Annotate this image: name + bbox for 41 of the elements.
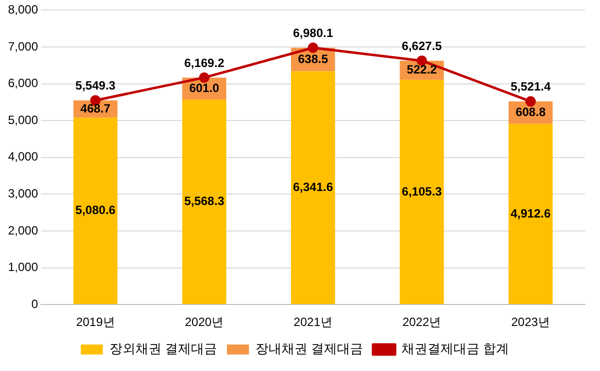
- data-label: 522.2: [406, 62, 438, 77]
- data-label: 608.8: [516, 104, 546, 119]
- data-label: 5,549.3: [75, 78, 116, 93]
- data-label: 6,980.1: [292, 26, 334, 40]
- data-label: 6,169.2: [184, 56, 225, 70]
- y-tick-label: 0: [31, 296, 38, 311]
- data-label: 5,568.3: [184, 194, 225, 208]
- bar: [400, 80, 444, 304]
- y-tick-label: 7,000: [8, 39, 38, 54]
- legend-label: 장외채권 결제대금: [109, 341, 217, 356]
- legend-label: 장내채권 결제대금: [255, 341, 364, 356]
- x-tick-label: 2020년: [184, 315, 224, 330]
- bar: [182, 100, 226, 304]
- bar: [73, 118, 118, 304]
- point: [308, 42, 318, 53]
- bar: [508, 124, 553, 304]
- x-tick-label: 2019년: [76, 315, 115, 330]
- point: [416, 55, 428, 66]
- x-tick-label: 2022년: [402, 315, 442, 330]
- data-label: 5,521.4: [510, 80, 551, 94]
- data-label: 6,627.5: [402, 39, 442, 54]
- data-label: 468.7: [80, 101, 111, 116]
- y-tick-label: 5,000: [8, 112, 38, 127]
- point: [525, 96, 536, 107]
- y-tick-label: 2,000: [8, 223, 38, 238]
- legend-label: 채권결제대금 합계: [402, 341, 510, 356]
- data-label: 601.0: [189, 80, 220, 95]
- data-label: 5,080.6: [75, 203, 116, 218]
- x-tick-label: 2021년: [294, 315, 332, 330]
- data-label: 6,341.6: [292, 180, 334, 194]
- y-tick-label: 4,000: [8, 150, 38, 164]
- data-label: 6,105.3: [402, 184, 442, 198]
- y-tick-label: 1,000: [8, 260, 38, 274]
- x-tick-label: 2023년: [511, 315, 550, 330]
- y-tick-label: 6,000: [8, 76, 38, 90]
- point: [198, 72, 210, 83]
- data-label: 4,912.6: [510, 206, 551, 220]
- bar: [290, 71, 336, 304]
- data-label: 638.5: [298, 52, 328, 66]
- y-tick-label: 3,000: [8, 186, 38, 201]
- y-tick-label: 8,000: [8, 2, 38, 17]
